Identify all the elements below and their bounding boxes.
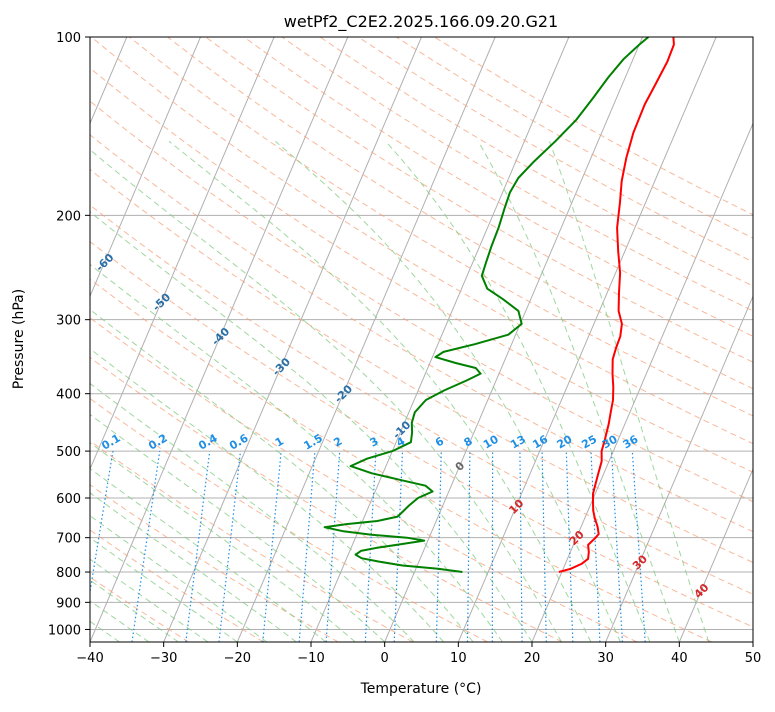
y-axis-label: Pressure (hPa)	[11, 289, 27, 389]
x-axis-label: Temperature (°C)	[360, 681, 482, 697]
y-tick-label: 200	[56, 209, 81, 224]
chart-title: wetPf2_C2E2.2025.166.09.20.G21	[284, 12, 558, 32]
y-tick-label: 1000	[48, 623, 81, 638]
x-tick-label: −30	[150, 651, 177, 666]
y-tick-label: 600	[56, 492, 81, 507]
x-tick-label: 40	[671, 651, 688, 666]
x-tick-label: 30	[597, 651, 614, 666]
y-tick-label: 800	[56, 566, 81, 581]
x-tick-label: 50	[745, 651, 762, 666]
y-tick-label: 900	[56, 596, 81, 611]
y-tick-label: 100	[56, 31, 81, 46]
x-tick-label: 0	[381, 651, 389, 666]
x-tick-label: 10	[450, 651, 467, 666]
x-tick-label: −20	[224, 651, 251, 666]
x-tick-label: 20	[524, 651, 541, 666]
y-tick-label: 400	[56, 388, 81, 403]
x-tick-label: −40	[76, 651, 103, 666]
y-tick-label: 500	[56, 445, 81, 460]
x-tick-label: −10	[297, 651, 324, 666]
y-tick-label: 700	[56, 532, 81, 547]
y-tick-label: 300	[56, 314, 81, 329]
